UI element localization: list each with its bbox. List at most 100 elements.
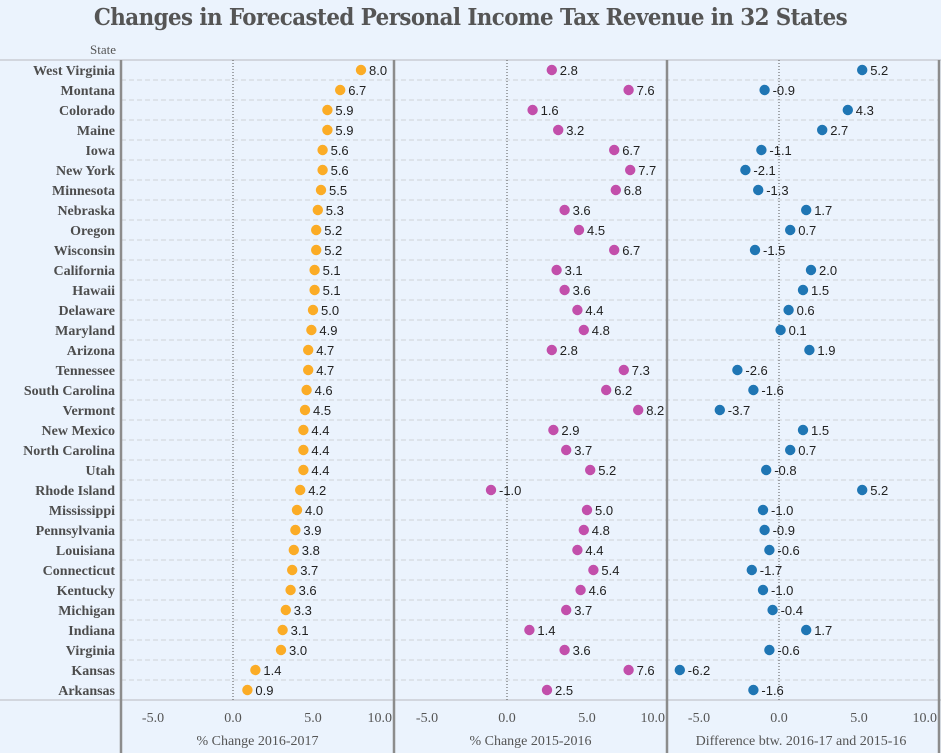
data-label: 4.8 (592, 323, 610, 338)
data-label: 5.0 (321, 303, 339, 318)
data-point (573, 224, 585, 236)
data-point (797, 284, 809, 296)
state-label: Iowa (85, 144, 115, 159)
state-label: Louisiana (56, 544, 115, 559)
data-point (307, 304, 319, 316)
data-label: 5.2 (324, 243, 342, 258)
data-label: 3.7 (300, 563, 318, 578)
data-point (288, 544, 299, 556)
data-point (767, 604, 778, 616)
data-label: 5.4 (601, 563, 619, 578)
data-label: 1.4 (263, 663, 281, 678)
data-label: -1.0 (499, 483, 521, 498)
data-point (609, 244, 620, 256)
state-label: South Carolina (24, 384, 115, 399)
data-point (551, 264, 562, 276)
state-label: Minnesota (52, 184, 115, 199)
data-point (585, 464, 596, 476)
data-label: 1.7 (814, 203, 832, 218)
data-label: 6.7 (622, 143, 640, 158)
data-point (674, 664, 685, 676)
data-label: 8.0 (369, 63, 387, 78)
state-label: Pennsylvania (36, 524, 115, 539)
state-labels: West Virginia Montana Colorado Maine Iowa New… (23, 64, 115, 699)
state-label: Colorado (59, 104, 115, 119)
data-label: -0.4 (781, 603, 803, 618)
data-label: 4.4 (311, 463, 329, 478)
data-point (317, 144, 328, 156)
data-point (775, 324, 786, 336)
x-tick-label: 10.0 (913, 711, 938, 726)
data-label: 4.0 (305, 503, 323, 518)
data-label: -0.6 (777, 643, 799, 658)
data-point (764, 544, 775, 556)
chart-title: Changes in Forecasted Personal Income Ta… (93, 4, 848, 31)
data-point (817, 124, 828, 136)
data-label: 3.7 (574, 443, 592, 458)
data-point (618, 364, 629, 376)
data-point (298, 424, 309, 436)
data-point (524, 624, 535, 636)
data-point (546, 344, 557, 356)
data-point (748, 684, 759, 696)
data-point (312, 204, 323, 216)
state-label: Wisconsin (54, 244, 115, 259)
data-point (578, 324, 589, 336)
data-point (285, 584, 296, 596)
data-point (575, 584, 586, 596)
data-label: 6.8 (624, 183, 642, 198)
data-point (748, 384, 759, 396)
x-axes: -5.0 0.0 5.0 10.0 % Change 2016-2017 -5.0 0.0 5… (142, 711, 937, 749)
data-label: 5.2 (870, 483, 888, 498)
state-label: Oregon (70, 224, 115, 239)
data-label: 0.7 (798, 223, 816, 238)
data-label: 3.6 (299, 583, 317, 598)
data-label: 1.5 (811, 423, 829, 438)
x-axis-title: % Change 2016-2017 (196, 734, 318, 749)
data-point (322, 104, 333, 116)
state-label: California (54, 264, 115, 279)
data-label: 5.1 (323, 283, 341, 298)
data-point (740, 164, 751, 176)
data-label: 2.8 (560, 343, 578, 358)
data-point (299, 404, 311, 416)
data-label: 0.6 (797, 303, 815, 318)
data-label: 2.7 (830, 123, 848, 138)
data-label: 6.2 (614, 383, 632, 398)
state-label: New Mexico (42, 424, 115, 439)
data-point (298, 464, 309, 476)
data-label: -2.6 (745, 363, 767, 378)
data-point (749, 244, 761, 256)
state-label: Delaware (59, 304, 116, 319)
series-1: 8.06.7 5.9 5.9 5.6 5.6 5.5 5.3 5.2 5.2 5.1 5.1 5.0 4… (242, 63, 387, 698)
state-label: Arkansas (58, 684, 115, 699)
data-point (322, 124, 333, 136)
data-point (280, 604, 291, 616)
data-label: 5.5 (329, 183, 347, 198)
data-label: 0.7 (798, 443, 816, 458)
data-label: 4.5 (587, 223, 605, 238)
data-label: 4.6 (589, 583, 607, 598)
data-label: 3.2 (566, 123, 584, 138)
data-point (309, 264, 320, 276)
data-label: 5.9 (335, 103, 353, 118)
state-label: Hawaii (72, 284, 115, 299)
data-label: -1.0 (771, 583, 793, 598)
data-label: 7.6 (637, 663, 655, 678)
data-point (753, 184, 764, 196)
data-point (588, 564, 599, 576)
data-label: 5.1 (323, 263, 341, 278)
data-label: 5.2 (870, 63, 888, 78)
state-label: Utah (85, 464, 115, 479)
data-label: 4.3 (856, 103, 874, 118)
data-point (625, 164, 636, 176)
data-label: 3.6 (573, 283, 591, 298)
x-tick-label: -5.0 (416, 711, 438, 726)
data-point (309, 284, 320, 296)
state-label: Montana (61, 84, 115, 99)
x-tick-label: 10.0 (641, 711, 666, 726)
data-label: 4.4 (311, 443, 329, 458)
state-label: Michigan (58, 604, 115, 619)
data-point (541, 684, 553, 696)
data-point (732, 364, 743, 376)
